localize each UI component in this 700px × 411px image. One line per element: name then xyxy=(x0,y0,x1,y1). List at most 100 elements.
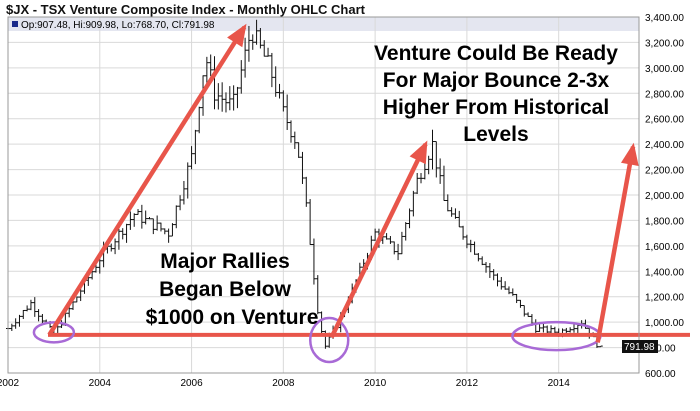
y-tick-label: 1,400.00 xyxy=(645,267,684,278)
x-tick-label: 2014 xyxy=(548,378,571,389)
ohlc-bar xyxy=(403,222,408,241)
ohlc-bar xyxy=(208,54,213,77)
ohlc-bar xyxy=(269,52,274,88)
arrow-layer xyxy=(47,23,639,343)
ohlc-bar xyxy=(419,173,424,184)
ohlc-bar xyxy=(453,208,458,219)
ohlc-bar xyxy=(461,225,466,240)
ohlc-bar xyxy=(120,228,125,240)
ohlc-bar xyxy=(457,210,462,228)
ohlc-bar xyxy=(541,323,546,333)
ohlc-bar xyxy=(250,34,255,50)
ohlc-bar xyxy=(132,213,137,227)
rally-arrow xyxy=(595,142,639,343)
ohlc-bar xyxy=(158,222,163,232)
ohlc-bar xyxy=(506,286,511,295)
ohlc-bar xyxy=(166,228,171,243)
ohlc-bar xyxy=(392,241,397,255)
x-axis: 2002 2004 2006 2008 2010 2012 2014 xyxy=(0,378,570,389)
ohlc-bar xyxy=(491,269,496,281)
ohlc-bar xyxy=(204,56,209,84)
x-tick-label: 2008 xyxy=(272,378,295,389)
y-tick-label: 2,600.00 xyxy=(645,115,684,126)
ohlc-bar xyxy=(189,146,194,170)
ohlc-bar xyxy=(503,281,508,290)
ohlc-bar xyxy=(216,83,221,110)
ohlc-bar xyxy=(598,345,603,348)
ohlc-bar xyxy=(74,296,79,303)
ohlc-bar xyxy=(571,323,576,333)
ohlc-bar xyxy=(445,194,450,212)
ohlc-readout: Op:907.48, Hi:909.98, Lo:768.70, Cl:791.… xyxy=(21,20,215,31)
rally-arrow-shaft xyxy=(329,143,428,339)
ohlc-bar xyxy=(537,324,542,332)
ohlc-bar xyxy=(441,165,446,201)
ohlc-bar xyxy=(292,131,297,149)
ohlc-bar xyxy=(25,305,30,312)
y-tick-label: 3,000.00 xyxy=(645,64,684,75)
ohlc-bar xyxy=(415,172,420,195)
ohlc-bar xyxy=(178,195,183,211)
ohlc-bar xyxy=(139,204,144,229)
ohlc-bar xyxy=(468,239,473,253)
ohlc-bar xyxy=(9,323,14,332)
ohlc-bar xyxy=(185,162,190,199)
ohlc-bar xyxy=(407,208,412,229)
rally-arrow-head xyxy=(409,140,428,165)
ohlc-bar xyxy=(522,304,527,317)
y-tick-label: 2,200.00 xyxy=(645,166,684,177)
ohlc-bar xyxy=(246,25,251,62)
ohlc-bar xyxy=(288,120,293,143)
y-tick-label: 2,400.00 xyxy=(645,140,684,151)
ohlc-readout-marker xyxy=(12,21,18,27)
ohlc-bar xyxy=(243,37,248,78)
ohlc-bar xyxy=(285,94,290,130)
ohlc-bar xyxy=(514,293,519,304)
ohlc-bar xyxy=(174,205,179,229)
ohlc-bar xyxy=(128,211,133,230)
ohlc-bar xyxy=(399,231,404,255)
ohlc-bar xyxy=(480,256,485,266)
ohlc-bar xyxy=(109,243,114,252)
y-tick-label: 1,200.00 xyxy=(645,293,684,304)
ohlc-bar xyxy=(411,190,416,217)
ohlc-bar xyxy=(472,241,477,255)
chart-title: $JX - TSX Venture Composite Index - Mont… xyxy=(6,2,365,17)
ohlc-bar xyxy=(281,90,286,112)
ohlc-bar xyxy=(124,223,129,243)
ohlc-bar xyxy=(67,306,72,318)
rally-arrow-shaft xyxy=(595,146,636,343)
ohlc-bar xyxy=(262,40,267,57)
ohlc-bar xyxy=(499,276,504,290)
ohlc-bar xyxy=(71,301,76,310)
ohlc-bar xyxy=(304,176,309,207)
ohlc-bar xyxy=(170,223,175,237)
ohlc-bar xyxy=(422,162,427,180)
rally-annotation-line-1: Major Rallies xyxy=(160,250,290,273)
bounce-annotation-line-1: Venture Could Be Ready xyxy=(374,42,618,65)
x-tick-label: 2002 xyxy=(0,378,20,389)
rally-arrow-shaft xyxy=(47,25,247,337)
ohlc-bar xyxy=(13,318,18,329)
x-tick-label: 2010 xyxy=(364,378,387,389)
plot-frame xyxy=(7,16,640,374)
ohlc-bar xyxy=(300,151,305,184)
ohlc-bar xyxy=(197,106,202,134)
rally-arrow xyxy=(47,23,247,337)
last-price-box xyxy=(622,340,658,353)
x-tick-label: 2006 xyxy=(180,378,203,389)
rally-annotation-line-3: $1000 on Venture xyxy=(146,306,319,329)
ohlc-bar xyxy=(136,209,141,215)
bounce-annotation-line-4: Levels xyxy=(463,123,528,146)
ohlc-bar xyxy=(116,228,121,250)
ohlc-bar xyxy=(510,288,515,296)
ohlc-bar xyxy=(254,19,259,45)
ohlc-bar xyxy=(266,47,271,57)
ohlc-bar xyxy=(21,309,26,320)
ohlc-bar xyxy=(162,228,167,235)
ohlc-bar xyxy=(258,28,263,49)
ohlc-bar xyxy=(239,60,244,94)
ohlc-bar xyxy=(36,309,41,322)
ohlc-bar xyxy=(434,141,439,178)
